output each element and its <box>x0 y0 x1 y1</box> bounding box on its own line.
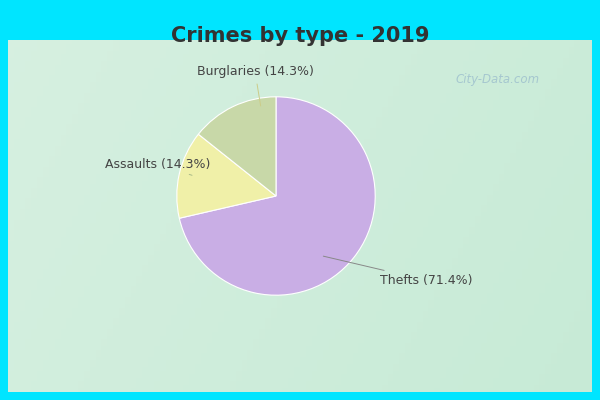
Text: Burglaries (14.3%): Burglaries (14.3%) <box>197 66 314 106</box>
Text: Assaults (14.3%): Assaults (14.3%) <box>106 158 211 175</box>
Wedge shape <box>199 97 276 196</box>
Text: Crimes by type - 2019: Crimes by type - 2019 <box>171 26 429 46</box>
Text: Thefts (71.4%): Thefts (71.4%) <box>323 256 473 287</box>
Wedge shape <box>177 134 276 218</box>
Wedge shape <box>179 97 375 295</box>
Text: City-Data.com: City-Data.com <box>456 74 540 86</box>
